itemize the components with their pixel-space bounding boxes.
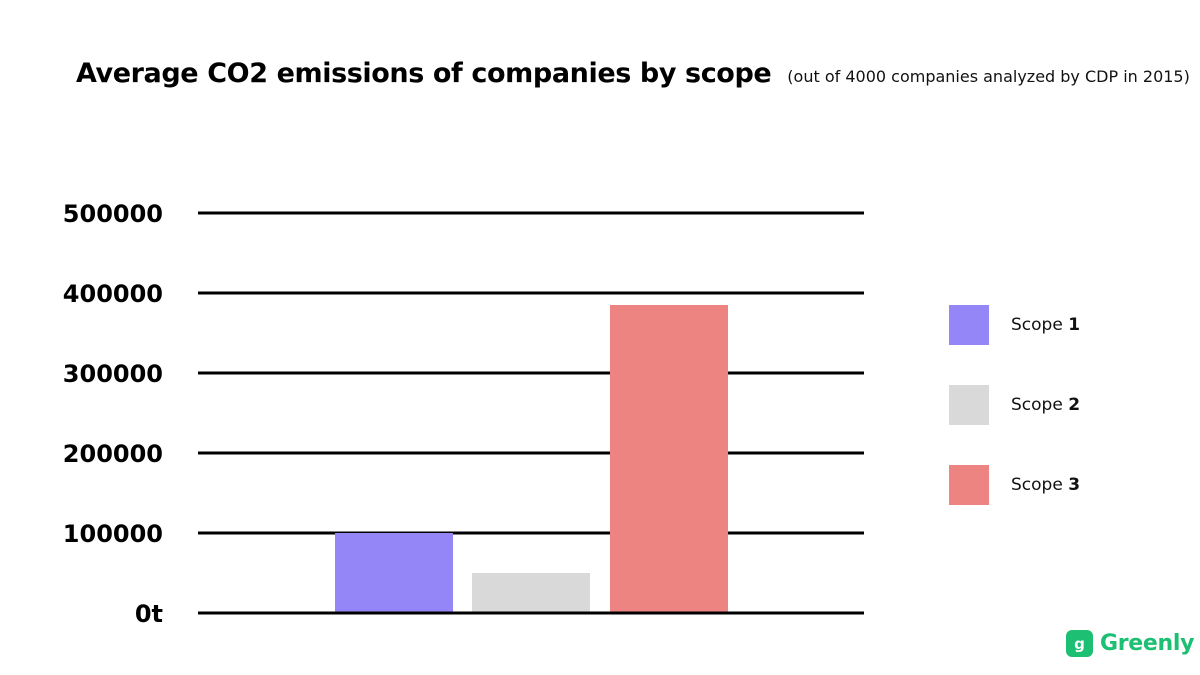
bar-2	[472, 573, 590, 612]
bar-3	[610, 305, 728, 612]
legend-label: Scope 3	[1011, 475, 1080, 495]
greenly-logo-text: Greenly	[1100, 631, 1195, 656]
greenly-logo-icon: g	[1066, 630, 1093, 657]
legend-swatch	[949, 465, 989, 505]
y-tick-label: 400000	[63, 280, 163, 308]
y-tick-label: 500000	[63, 200, 163, 228]
legend-swatch	[949, 385, 989, 425]
legend-swatch	[949, 305, 989, 345]
title-row: Average CO2 emissions of companies by sc…	[76, 58, 1190, 89]
legend-label: Scope 2	[1011, 395, 1080, 415]
y-tick-label: 100000	[63, 520, 163, 548]
chart-title: Average CO2 emissions of companies by sc…	[76, 58, 772, 89]
greenly-logo: g Greenly	[1066, 630, 1195, 657]
chart-subtitle: (out of 4000 companies analyzed by CDP i…	[787, 67, 1190, 86]
y-tick-label: 200000	[63, 440, 163, 468]
legend-label: Scope 1	[1011, 315, 1080, 335]
y-tick-label: 300000	[63, 360, 163, 388]
y-tick-label: 0t	[135, 600, 163, 628]
bar-1	[335, 533, 453, 612]
